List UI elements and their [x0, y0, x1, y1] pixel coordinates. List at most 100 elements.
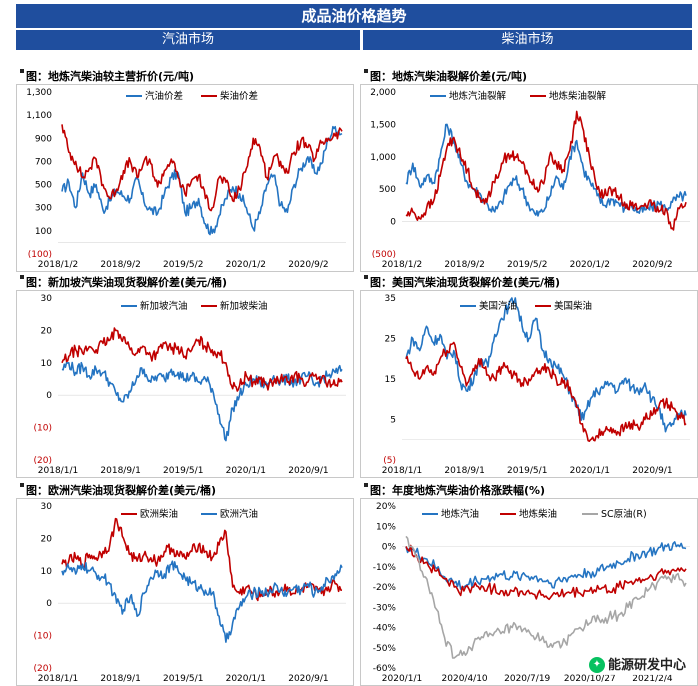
x-tick-label: 2018/1/2 [38, 260, 78, 270]
legend-entry: SC原油(R) [582, 508, 647, 520]
y-tick-label: -50% [373, 644, 397, 654]
x-tick-label: 2018/1/2 [382, 260, 422, 270]
y-tick-label: 0 [46, 391, 52, 401]
y-tick-label: 10 [41, 567, 53, 577]
legend-label: 欧洲柴油 [140, 508, 178, 520]
x-tick-label: 2020/4/10 [442, 674, 488, 684]
gasoline-section-header: 汽油市场 [16, 30, 360, 50]
chart-panel-annual-change: 图：年度地炼汽柴油价格涨跌幅(%) 20% 10% 0% -10% -20% -30% -4… [360, 478, 698, 686]
x-tick-label: 2019/5/2 [163, 260, 203, 270]
y-tick-label: 500 [35, 181, 52, 191]
series-line-1 [61, 124, 343, 212]
chart-panel-singapore-crack: 图：新加坡汽柴油现货裂解价差(美元/桶) 30 20 10 0 (10) (20) 2018… [16, 270, 354, 478]
legend-entry: 美国柴油 [535, 300, 592, 312]
legend-label: 地炼汽油裂解 [449, 90, 507, 102]
y-tick-label: 15 [385, 375, 396, 385]
x-tick-label: 2019/5/1 [507, 466, 547, 476]
series-line-1 [61, 327, 343, 392]
legend-entry: 柴油价差 [201, 90, 258, 102]
y-tick-label: 5 [390, 416, 396, 426]
chart-panel-refinery-crack: 图：地炼汽柴油裂解价差(元/吨) 2,000 1,500 1,000 500 0 (500… [360, 64, 698, 272]
chart-svg: 1,300 1,100 900 700 500 300 100 (100)2018/1/2 20… [16, 84, 354, 272]
y-tick-label: 700 [35, 157, 52, 167]
y-tick-label: 0% [382, 543, 397, 553]
y-tick-label: 1,500 [370, 120, 396, 130]
y-tick-label: 0 [390, 218, 396, 228]
y-tick-label: 500 [379, 185, 396, 195]
legend-entry: 汽油价差 [126, 90, 183, 102]
x-tick-label: 2018/9/1 [100, 674, 140, 684]
legend-entry: 欧洲汽油 [201, 508, 258, 520]
legend-entry: 地炼汽油 [422, 508, 479, 520]
x-tick-label: 2020/1/1 [570, 466, 610, 476]
legend-label: 新加坡汽油 [140, 300, 188, 312]
chart-title: 图：地炼汽柴油较主营折价(元/吨) [20, 68, 194, 84]
x-tick-label: 2018/9/1 [100, 466, 140, 476]
x-tick-label: 2020/10/27 [564, 674, 616, 684]
x-tick-label: 2020/9/1 [288, 466, 328, 476]
y-tick-label: 20 [41, 534, 53, 544]
chart-panel-us-crack: 图：美国汽柴油现货裂解价差(美元/桶) 35 25 15 5 (5) 2018/1/1 20… [360, 270, 698, 478]
x-tick-label: 2020/7/19 [504, 674, 550, 684]
y-tick-label: 100 [35, 227, 52, 237]
page-title: 成品油价格趋势 [16, 4, 692, 28]
y-tick-label: -20% [373, 583, 397, 593]
bullet-icon [20, 483, 24, 487]
series-line-1 [61, 560, 343, 643]
chart-svg: 35 25 15 5 (5)2018/1/1 2018/9/1 2019/5/1 2020/1… [360, 290, 698, 478]
x-tick-label: 2019/5/2 [507, 260, 547, 270]
y-tick-label: (20) [34, 456, 52, 466]
y-tick-label: -40% [373, 624, 397, 634]
legend-entry: 新加坡柴油 [201, 300, 268, 312]
x-tick-label: 2018/9/1 [444, 466, 484, 476]
x-tick-label: 2018/9/2 [100, 260, 140, 270]
x-tick-label: 2018/1/1 [38, 466, 78, 476]
diesel-section-header: 柴油市场 [363, 30, 692, 50]
chart-svg: 2,000 1,500 1,000 500 0 (500)2018/1/2 2018/9/2… [360, 84, 698, 272]
legend-label: 新加坡柴油 [220, 300, 268, 312]
y-tick-label: 300 [35, 204, 52, 214]
series-line-1 [405, 544, 687, 601]
legend-entry: 美国汽油 [460, 300, 517, 312]
y-tick-label: (20) [34, 664, 52, 674]
legend-label: 柴油价差 [220, 90, 258, 102]
x-tick-label: 2020/9/2 [632, 260, 672, 270]
legend-label: 欧洲汽油 [220, 508, 258, 520]
x-tick-label: 2020/1/2 [570, 260, 610, 270]
y-tick-label: -60% [373, 664, 397, 674]
y-tick-label: 35 [385, 294, 396, 304]
legend-entry: 地炼柴油 [500, 508, 557, 520]
chart-frame [360, 290, 698, 478]
x-tick-label: 2020/9/1 [288, 674, 328, 684]
x-tick-label: 2021/2/4 [632, 674, 673, 684]
y-tick-label: 0 [46, 599, 52, 609]
x-tick-label: 2020/9/2 [288, 260, 328, 270]
legend-label: SC原油(R) [601, 508, 647, 520]
y-tick-label: 30 [41, 502, 53, 512]
chart-svg: 20% 10% 0% -10% -20% -30% -40% -50% -60%2020/1/1… [360, 498, 698, 686]
chart-panel-europe-crack: 图：欧洲汽柴油现货裂解价差(美元/桶) 30 20 10 0 (10) (20) 2018/… [16, 478, 354, 686]
bullet-icon [364, 69, 368, 73]
legend-entry: 欧洲柴油 [121, 508, 178, 520]
legend-label: 美国汽油 [479, 300, 517, 312]
y-tick-label: (100) [28, 250, 52, 260]
wechat-watermark: ✦ 能源研发中心 [584, 651, 690, 675]
legend-label: 地炼汽油 [441, 508, 479, 520]
chart-svg: 30 20 10 0 (10) (20)2018/1/1 2018/9/1 2019/5/1 2… [16, 290, 354, 478]
legend-label: 汽油价差 [145, 90, 183, 102]
y-tick-label: -30% [373, 603, 397, 613]
chart-title: 图：欧洲汽柴油现货裂解价差(美元/桶) [20, 482, 216, 498]
chart-title: 图：新加坡汽柴油现货裂解价差(美元/桶) [20, 274, 227, 290]
y-tick-label: 2,000 [370, 88, 396, 98]
series-line-1 [405, 341, 687, 442]
y-tick-label: 1,300 [26, 88, 52, 98]
y-tick-label: 1,100 [26, 111, 52, 121]
x-tick-label: 2020/1/2 [226, 260, 266, 270]
chart-frame [16, 84, 354, 272]
series-line-0 [61, 361, 343, 442]
x-tick-label: 2019/5/1 [163, 466, 203, 476]
y-tick-label: 900 [35, 134, 52, 144]
x-tick-label: 2020/1/1 [226, 674, 266, 684]
legend-entry: 地炼柴油裂解 [530, 90, 607, 102]
wechat-icon: ✦ [588, 657, 605, 673]
